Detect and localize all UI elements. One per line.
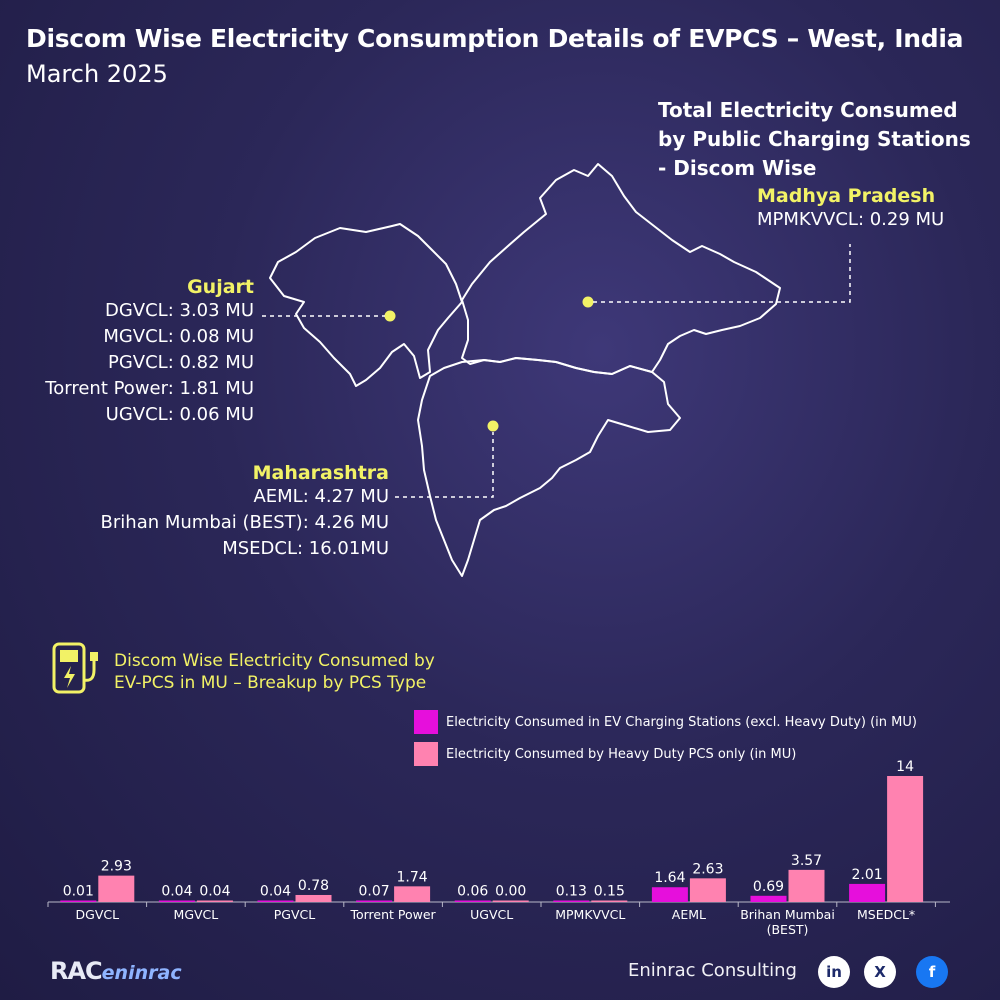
x-tick-label: AEML [672,907,706,922]
breakup-title-line: EV-PCS in MU – Breakup by PCS Type [114,673,427,693]
bar-value-label: 0.78 [298,878,329,894]
madhya-pradesh-outline [461,163,781,375]
maharashtra-discom-line: Brihan Mumbai (BEST): 4.26 MU [100,512,389,533]
eninrac-logo: RACeninrac [50,957,182,985]
map-title-line: - Discom Wise [658,156,817,180]
bar-value-label: 0.15 [594,884,625,900]
bar-value-label: 0.04 [161,884,192,900]
bar-value-label: 14 [896,759,914,775]
bar-value-label: 0.04 [260,884,291,900]
gujarat-info: Gujart DGVCL: 3.03 MU MGVCL: 0.08 MU PGV… [45,276,254,428]
maharashtra-info: Maharashtra AEML: 4.27 MU Brihan Mumbai … [101,462,389,562]
maharashtra-leader-line [395,432,494,498]
bar-value-label: 0.00 [495,884,526,900]
legend-label: Electricity Consumed in EV Charging Stat… [446,714,917,730]
map-title-line: Total Electricity Consumed [658,98,958,122]
x-tick-label: DGVCL [76,907,120,922]
bar-chart: 0.01 2.93 DGVCL 0.04 0.04 MGVCL 0.04 0.78 PGVCL 0… [47,759,950,937]
bar-value-label: 0.06 [457,884,488,900]
ev-charger-icon [52,642,98,694]
breakup-title-line: Discom Wise Electricity Consumed by [114,651,435,671]
gujarat-marker [384,310,396,322]
bar-value-label: 1.64 [654,870,685,886]
x-tick-label: MPMKVVCL [555,907,625,922]
x-tick-label: Torrent Power [349,907,436,922]
map-title: Total Electricity Consumed by Public Cha… [658,96,971,183]
madhya-pradesh-leader-line [593,244,851,303]
logo-sub: eninrac [101,962,182,984]
madhya-pradesh-info: Madhya Pradesh MPMKVVCL: 0.29 MU [757,185,944,233]
bar-ev-charging [849,883,886,902]
bar-value-label: 0.13 [556,884,587,900]
x-tick-label: (BEST) [767,922,809,937]
maharashtra-discom-line: AEML: 4.27 MU [253,486,389,507]
madhya-pradesh-marker [582,296,594,308]
bar-ev-charging [356,900,393,902]
bar-heavy-duty [196,900,233,902]
bar-value-label: 0.69 [753,879,784,895]
bar-value-label: 2.63 [692,861,723,877]
madhya-pradesh-name: Madhya Pradesh [757,185,936,207]
bar-heavy-duty [591,900,628,902]
legend-label: Electricity Consumed by Heavy Duty PCS o… [446,746,797,762]
bar-ev-charging [750,895,787,902]
bar-ev-charging [651,887,688,902]
bar-value-label: 0.04 [199,884,230,900]
bar-value-label: 0.01 [63,884,94,900]
bar-value-label: 3.57 [791,853,822,869]
x-tick-label: UGVCL [470,907,513,922]
gujarat-discom-line: MGVCL: 0.08 MU [103,326,254,347]
maharashtra-discom-line: MSEDCL: 16.01MU [222,538,389,559]
x-tick-label: PGVCL [274,907,316,922]
bar-ev-charging [553,900,590,902]
legend-item: Electricity Consumed in EV Charging Stat… [414,710,917,734]
bar-value-label: 1.74 [397,869,428,885]
bar-ev-charging [60,900,97,902]
bar-heavy-duty [295,894,332,902]
gujarat-discom-line: UGVCL: 0.06 MU [105,404,254,425]
gujarat-name: Gujart [187,276,254,298]
west-india-map [269,163,851,577]
bar-heavy-duty [492,900,529,902]
gujarat-discom-line: Torrent Power: 1.81 MU [45,378,254,399]
logo-text: RAC [50,957,103,985]
legend-swatch [414,742,438,766]
bar-value-label: 2.93 [101,859,132,875]
bar-heavy-duty [689,878,726,902]
x-tick-label: MSEDCL* [857,907,915,922]
x-tick-label: MGVCL [174,907,219,922]
gujarat-discom-line: PGVCL: 0.82 MU [107,352,254,373]
facebook-icon[interactable]: f [916,956,948,988]
legend-swatch [414,710,438,734]
bar-value-label: 2.01 [852,867,883,883]
page-title: Discom Wise Electricity Consumption Deta… [26,24,964,53]
legend-item: Electricity Consumed by Heavy Duty PCS o… [414,742,796,766]
bar-ev-charging [454,900,491,902]
map-title-line: by Public Charging Stations [658,127,971,151]
maharashtra-name: Maharashtra [252,462,389,484]
page-subtitle: March 2025 [26,60,168,88]
bar-heavy-duty [98,875,135,902]
maharashtra-outline [417,357,681,577]
madhya-pradesh-discom-line: MPMKVVCL: 0.29 MU [757,209,945,230]
bar-ev-charging [257,900,294,902]
breakup-title: Discom Wise Electricity Consumed by EV-P… [114,650,435,694]
maharashtra-marker [487,420,499,432]
bar-heavy-duty [394,886,431,902]
gujarat-outline [269,223,463,387]
footer-brand: Eninrac Consulting [628,960,797,981]
bar-heavy-duty [887,776,924,902]
x-twitter-icon[interactable]: X [864,956,896,988]
linkedin-icon[interactable]: in [818,956,850,988]
x-tick-label: Brihan Mumbai [740,907,835,922]
map-markers [384,296,594,432]
bar-value-label: 0.07 [359,884,390,900]
bar-heavy-duty [788,869,825,902]
gujarat-discom-line: DGVCL: 3.03 MU [104,300,254,321]
bar-ev-charging [158,900,195,902]
